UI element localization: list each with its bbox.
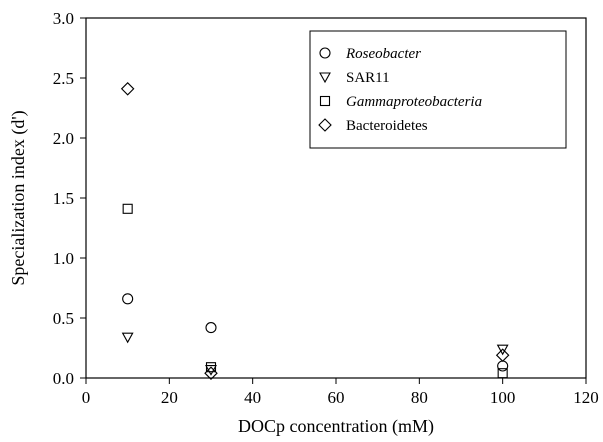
circle-marker [497,360,509,372]
diamond-marker [495,348,510,362]
legend-square-symbol [319,95,331,107]
square-marker [205,362,217,373]
x-axis-label: DOCp concentration (mM) [238,416,434,437]
y-tick-label: 2.5 [53,69,74,88]
x-tick-label: 60 [328,388,345,407]
y-tick-label: 0.5 [53,309,74,328]
x-tick-label: 40 [244,388,261,407]
legend-triangle-down-symbol [319,72,331,84]
plot-frame [85,17,587,379]
y-axis-label: Specialization index (d') [8,110,29,285]
legend: Roseobacter SAR11 Gammaproteobacteria Bacte… [309,30,567,149]
y-tick-label: 3.0 [53,9,74,28]
y-tick-label: 0.0 [53,369,74,388]
circle-marker [205,322,217,334]
data-markers [120,82,510,380]
legend-label: Roseobacter [345,46,421,62]
x-tick-label: 100 [490,388,516,407]
diamond-marker [120,82,135,96]
x-tick-label: 120 [573,388,599,407]
circle-marker [122,293,134,305]
legend-diamond-symbol [318,118,332,132]
triangle-down-marker [121,332,134,344]
diamond-marker [204,366,218,380]
x-ticks: 0 20 40 60 80 100 120 [82,378,599,407]
y-ticks: 0.0 0.5 1.0 1.5 2.0 2.5 3.0 [53,9,86,388]
x-tick-label: 0 [82,388,91,407]
y-tick-label: 2.0 [53,129,74,148]
legend-label: Bacteroidetes [346,118,428,134]
legend-box [309,30,567,149]
legend-label: Gammaproteobacteria [346,94,482,110]
square-marker [122,203,133,214]
x-tick-label: 20 [161,388,178,407]
y-tick-label: 1.0 [53,249,74,268]
y-tick-label: 1.5 [53,189,74,208]
legend-label: SAR11 [346,70,390,86]
triangle-down-marker [496,344,509,356]
x-tick-label: 80 [411,388,428,407]
legend-circle-symbol [319,47,331,59]
